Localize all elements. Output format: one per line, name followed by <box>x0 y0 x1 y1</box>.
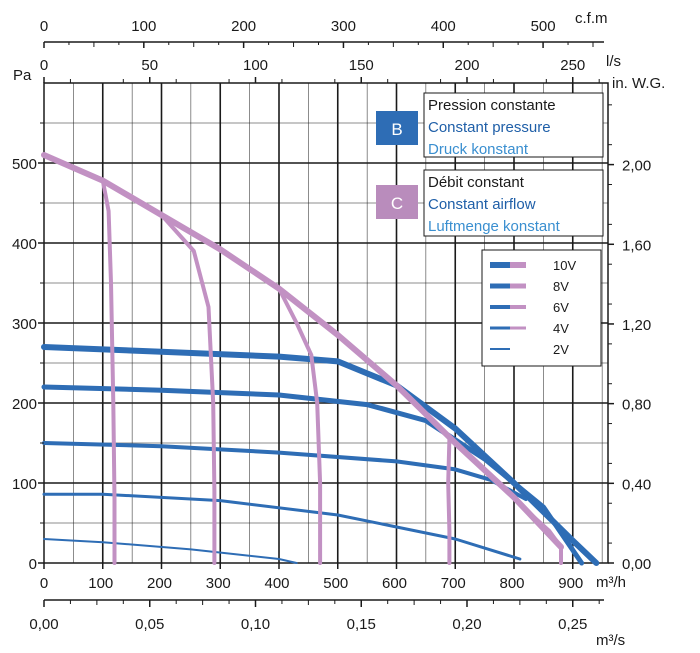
m3s-tick-label: 0,25 <box>558 616 587 633</box>
legend-b-line-1: Pression constante <box>428 97 556 114</box>
legend-badge-b <box>376 111 418 145</box>
legend-badge-c <box>376 185 418 219</box>
series-constant_airflow-flow-120 <box>100 178 117 565</box>
m3s-tick-label: 0,10 <box>241 616 270 633</box>
ls-tick-label: 100 <box>243 57 268 74</box>
cfm-tick-label: 400 <box>431 18 456 35</box>
inwg-tick-label: 0,40 <box>622 476 651 493</box>
m3s-tick-label: 0,20 <box>452 616 481 633</box>
series-constant_pressure-4V <box>42 492 522 561</box>
series-constant_pressure-6V <box>42 441 528 501</box>
legend-c-line-3: Luftmenge konstant <box>428 218 561 235</box>
m3h-tick-label: 0 <box>40 575 48 592</box>
grid <box>43 82 609 564</box>
cfm-tick-label: 0 <box>40 18 48 35</box>
inwg-tick-label: 0,80 <box>622 397 651 414</box>
m3h-tick-label: 400 <box>264 575 289 592</box>
pa-tick-label: 100 <box>12 476 37 493</box>
pa-unit-label: Pa <box>13 67 32 84</box>
ls-unit-label: l/s <box>606 53 621 70</box>
m3s-tick-label: 0,00 <box>29 616 58 633</box>
pa-tick-label: 500 <box>12 156 37 173</box>
cfm-tick-label: 200 <box>231 18 256 35</box>
cfm-tick-label: 500 <box>531 18 556 35</box>
m3s-unit-label: m³/s <box>596 632 625 649</box>
m3h-tick-label: 600 <box>382 575 407 592</box>
m3h-tick-label: 800 <box>499 575 524 592</box>
voltage-legend-label: 8V <box>553 279 569 294</box>
inwg-tick-label: 1,60 <box>622 237 651 254</box>
ls-tick-label: 50 <box>141 57 158 74</box>
cfm-tick-label: 300 <box>331 18 356 35</box>
inwg-tick-label: 2,00 <box>622 158 651 175</box>
legend-b-line-3: Druck konstant <box>428 141 529 158</box>
series-layer <box>41 152 600 566</box>
m3h-tick-label: 900 <box>558 575 583 592</box>
pa-tick-label: 200 <box>12 396 37 413</box>
series-constant_airflow-flow-470 <box>277 286 323 565</box>
series-constant_airflow-envelope <box>41 152 564 550</box>
series-constant_pressure-2V <box>43 538 298 564</box>
legend-box-b-frame <box>423 92 604 158</box>
legend-box-constant-airflow: C Débit constant Constant airflow Luftme… <box>376 169 604 237</box>
m3h-tick-label: 500 <box>323 575 348 592</box>
m3s-tick-label: 0,15 <box>347 616 376 633</box>
pa-tick-label: 400 <box>12 236 37 253</box>
pa-tick-label: 300 <box>12 316 37 333</box>
ls-tick-label: 0 <box>40 57 48 74</box>
m3h-tick-label: 700 <box>441 575 466 592</box>
voltage-legend-label: 6V <box>553 300 569 315</box>
legend-badge-b-label: B <box>391 120 402 139</box>
axes-layer: 0100200300400500Pa0,000,400,801,201,602,… <box>12 10 665 649</box>
series-constant_airflow-flow-690 <box>446 437 452 565</box>
ls-tick-label: 150 <box>349 57 374 74</box>
inwg-tick-label: 1,20 <box>622 317 651 334</box>
m3h-tick-label: 100 <box>88 575 113 592</box>
ls-tick-label: 250 <box>560 57 585 74</box>
series-constant_airflow-flow-880 <box>529 513 563 565</box>
legend-b-line-2: Constant pressure <box>428 119 551 136</box>
m3s-tick-label: 0,05 <box>135 616 164 633</box>
cfm-tick-label: 100 <box>131 18 156 35</box>
pa-tick-label: 0 <box>29 556 37 573</box>
m3h-tick-label: 200 <box>147 575 172 592</box>
inwg-unit-label: in. W.G. <box>612 75 665 92</box>
legend-c-line-2: Constant airflow <box>428 196 536 213</box>
legend-box-c-frame <box>423 169 604 237</box>
m3h-tick-label: 300 <box>206 575 231 592</box>
voltage-legend: 10V 8V 6V 4V 2V <box>481 249 602 367</box>
legend-box-constant-pressure: B Pression constante Constant pressure D… <box>376 92 604 158</box>
voltage-legend-label: 4V <box>553 321 569 336</box>
series-constant_airflow-flow-290 <box>159 213 217 565</box>
voltage-legend-label: 2V <box>553 342 569 357</box>
cfm-unit-label: c.f.m <box>575 10 608 27</box>
voltage-legend-label: 10V <box>553 258 576 273</box>
legend-c-line-1: Débit constant <box>428 174 525 191</box>
series-constant_pressure-8V <box>41 384 585 566</box>
legend-badge-c-label: C <box>391 194 403 213</box>
m3h-unit-label: m³/h <box>596 574 626 591</box>
ls-tick-label: 200 <box>454 57 479 74</box>
inwg-tick-label: 0,00 <box>622 556 651 573</box>
